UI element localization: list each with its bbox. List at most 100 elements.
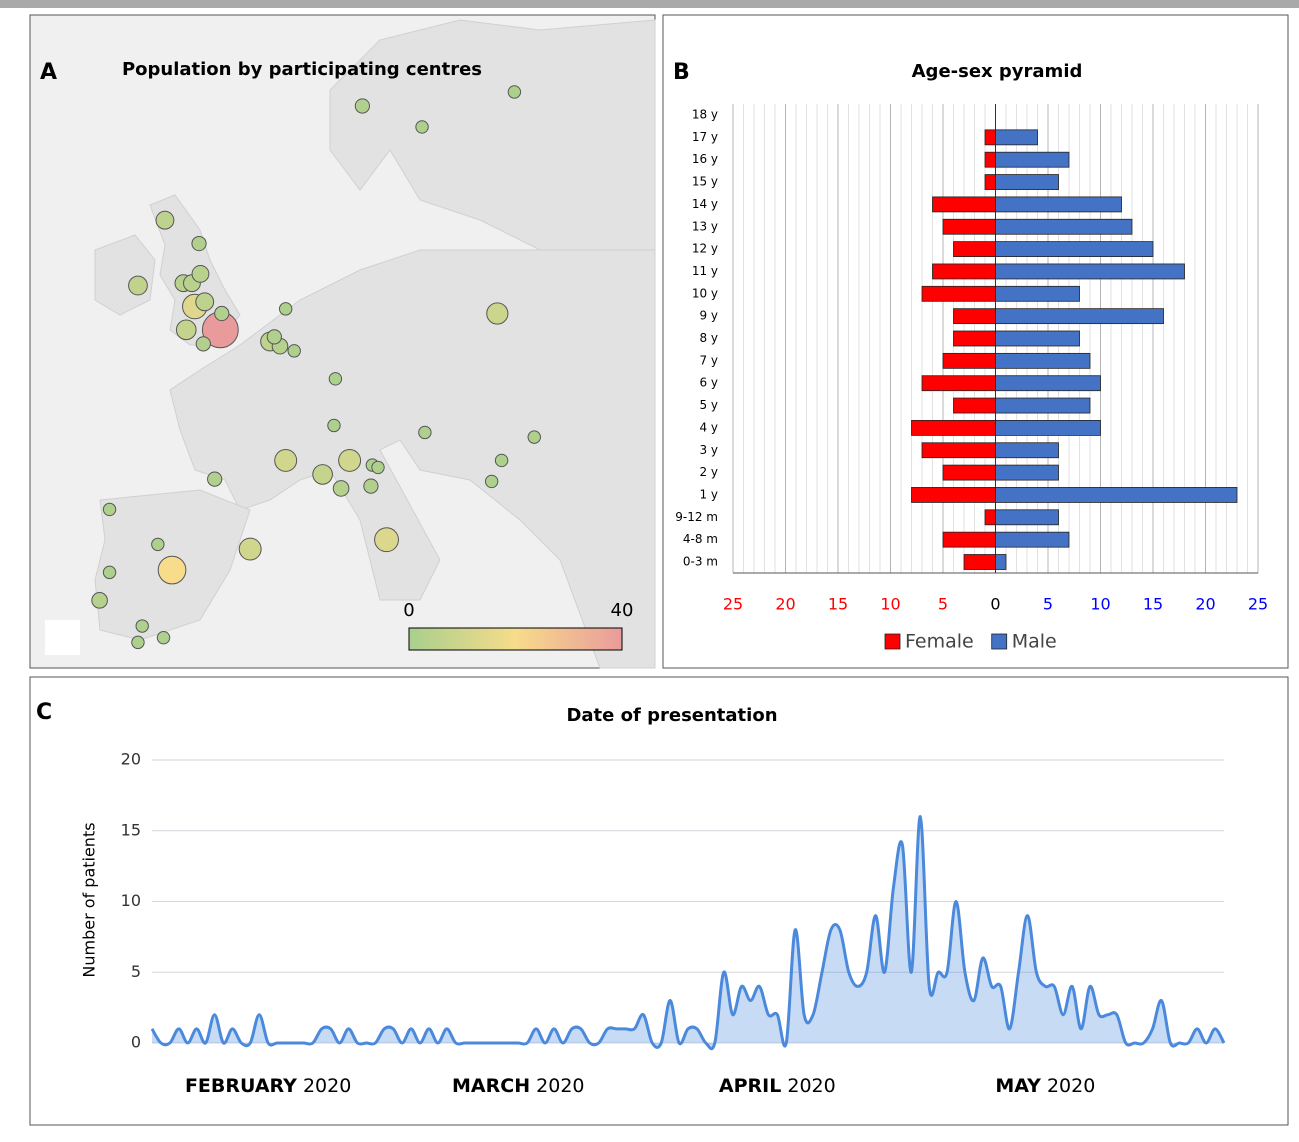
centre-bubble <box>155 210 175 230</box>
bar <box>942 352 996 369</box>
centre-bubble <box>328 372 343 386</box>
centre-bubble <box>494 453 509 468</box>
y-tick-label: 20 <box>121 750 141 769</box>
panel-letter: A <box>40 60 57 85</box>
centre-bubble <box>418 425 432 440</box>
category-label: 13 y <box>692 219 718 233</box>
centre-bubble <box>278 302 293 316</box>
colorbar-tick-label: 0 <box>403 600 414 621</box>
centre-bubble <box>486 302 509 325</box>
centre-bubble <box>102 565 117 580</box>
x-tick-label: 25 <box>1248 595 1268 614</box>
bar <box>995 263 1185 280</box>
bar <box>995 196 1122 213</box>
legend-label: Male <box>1012 631 1057 653</box>
x-tick-label: 20 <box>1195 595 1215 614</box>
bar <box>995 464 1059 481</box>
centre-bubble <box>128 275 148 296</box>
category-label: 17 y <box>692 130 718 144</box>
x-tick-label: 5 <box>1043 595 1053 614</box>
category-label: 9 y <box>699 309 718 323</box>
bar <box>932 196 996 213</box>
bar <box>995 151 1070 168</box>
category-label: 1 y <box>699 487 718 501</box>
centre-bubble <box>131 635 145 650</box>
bar <box>995 241 1154 258</box>
x-tick-label: 20 <box>775 595 795 614</box>
bar <box>911 487 996 503</box>
bar <box>995 419 1101 436</box>
bar <box>932 263 996 280</box>
colorbar-tick-label: 40 <box>611 600 634 621</box>
centre-bubble <box>156 630 171 645</box>
centre-bubble <box>135 619 149 633</box>
x-tick-label: 0 <box>990 595 1000 614</box>
category-label: 9-12 m <box>675 510 718 524</box>
bar <box>953 330 996 347</box>
category-label: 6 y <box>699 376 718 390</box>
centre-bubble <box>191 235 207 252</box>
bar <box>953 397 996 414</box>
category-label: 18 y <box>692 108 718 122</box>
category-label: 14 y <box>692 197 718 211</box>
legend-label: Female <box>905 631 974 653</box>
centre-bubble <box>507 85 522 99</box>
bar <box>942 218 996 235</box>
centre-bubble <box>207 471 223 487</box>
area-line <box>150 815 1226 1051</box>
category-label: 2 y <box>699 465 718 479</box>
top-bar <box>0 0 1299 8</box>
category-label: 15 y <box>692 175 718 189</box>
centre-bubble <box>527 430 541 444</box>
panel-letter: B <box>673 60 690 85</box>
centre-bubble <box>214 305 230 322</box>
centre-bubble <box>102 502 117 517</box>
centre-bubble <box>266 329 282 345</box>
x-tick-label: APRIL 2020 <box>719 1075 836 1097</box>
bar <box>911 419 996 436</box>
centre-bubble <box>415 120 429 134</box>
bar <box>984 509 996 526</box>
bar <box>995 174 1059 190</box>
x-tick-label: MAY 2020 <box>995 1075 1095 1097</box>
x-tick-label-part: 2020 <box>297 1075 351 1097</box>
centre-bubble <box>354 98 370 114</box>
category-label: 12 y <box>692 242 718 256</box>
bar <box>995 352 1091 369</box>
panel-letter: C <box>36 700 52 725</box>
y-tick-label: 15 <box>121 820 141 839</box>
centre-bubble <box>327 418 341 433</box>
bar <box>995 554 1007 570</box>
centre-bubble <box>175 319 197 341</box>
bar <box>995 330 1080 347</box>
bar <box>995 531 1070 548</box>
centre-bubble <box>274 448 298 472</box>
x-tick-label-part: 2020 <box>1041 1075 1095 1097</box>
bar <box>984 151 996 168</box>
y-tick-label: 0 <box>131 1033 141 1052</box>
bar <box>953 241 996 258</box>
bar <box>995 509 1059 526</box>
centre-bubble <box>374 527 399 553</box>
y-tick-label: 5 <box>131 962 141 981</box>
bar <box>984 174 996 190</box>
category-label: 4 y <box>699 420 718 434</box>
category-label: 4-8 m <box>683 532 718 546</box>
x-tick-label: MARCH 2020 <box>452 1075 585 1097</box>
bar <box>995 285 1080 302</box>
centre-bubble <box>363 478 379 494</box>
x-tick-label-part: MARCH <box>452 1075 530 1097</box>
legend-swatch <box>884 633 901 650</box>
bar <box>995 397 1091 414</box>
x-tick-label: 5 <box>938 595 948 614</box>
bar <box>995 308 1164 325</box>
category-label: 3 y <box>699 443 718 457</box>
bar <box>995 442 1059 459</box>
category-label: 16 y <box>692 152 718 166</box>
centre-bubble <box>195 336 211 352</box>
centre-bubble <box>195 292 215 312</box>
category-label: 10 y <box>692 286 718 300</box>
category-label: 7 y <box>699 353 718 367</box>
bar <box>995 129 1038 146</box>
